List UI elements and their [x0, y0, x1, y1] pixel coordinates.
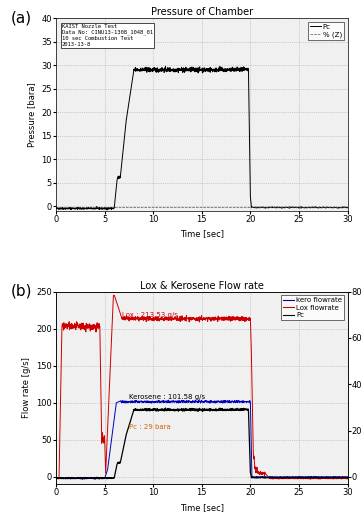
kero flowrate	[93, 476, 97, 482]
Pc	[54, 475, 58, 481]
Pc	[345, 474, 350, 481]
% (Z)	[54, 205, 58, 211]
Line: kero flowrate: kero flowrate	[56, 400, 348, 479]
Pc	[143, 406, 147, 412]
% (Z)	[345, 205, 350, 211]
Lox flowrate	[143, 315, 147, 322]
Lox flowrate	[345, 475, 350, 481]
kero flowrate	[345, 473, 350, 480]
Pc	[163, 405, 168, 411]
Lox flowrate	[120, 315, 124, 322]
Y-axis label: Flow rate [g/s]: Flow rate [g/s]	[22, 357, 31, 419]
Text: Kerosene : 101.58 g/s: Kerosene : 101.58 g/s	[129, 394, 205, 400]
Pc	[105, 476, 109, 482]
kero flowrate	[120, 399, 124, 405]
Pc	[309, 205, 313, 211]
kero flowrate	[224, 398, 228, 405]
Line: Pc: Pc	[56, 66, 348, 210]
Lox flowrate	[309, 476, 313, 482]
Pc	[76, 204, 80, 210]
Lox flowrate	[111, 292, 115, 298]
% (Z)	[143, 205, 147, 211]
Pc	[120, 158, 124, 164]
Pc	[105, 207, 109, 213]
% (Z)	[308, 205, 312, 211]
Pc	[299, 474, 303, 481]
Lox flowrate	[308, 476, 313, 482]
kero flowrate	[76, 476, 80, 482]
Pc	[224, 69, 228, 75]
Text: (b): (b)	[11, 284, 33, 299]
Pc	[309, 474, 313, 481]
Legend: kero flowrate, Lox flowrate, Pc: kero flowrate, Lox flowrate, Pc	[281, 295, 344, 320]
X-axis label: Time [sec]: Time [sec]	[180, 503, 224, 512]
Pc	[76, 474, 80, 481]
Lox flowrate	[299, 474, 303, 481]
X-axis label: Time [sec]: Time [sec]	[180, 229, 224, 238]
Y-axis label: Pressure [bara]: Pressure [bara]	[27, 82, 36, 147]
% (Z)	[76, 205, 80, 211]
Text: Pc : 29 bara: Pc : 29 bara	[129, 424, 171, 429]
Pc	[163, 63, 168, 69]
Lox flowrate	[54, 475, 58, 481]
Pc	[143, 64, 147, 70]
Title: Pressure of Chamber: Pressure of Chamber	[151, 7, 253, 17]
Pc	[299, 204, 303, 210]
Text: Lox : 213.53 g/s: Lox : 213.53 g/s	[122, 312, 178, 319]
% (Z)	[119, 205, 124, 211]
kero flowrate	[167, 397, 171, 404]
Legend: Pc, % (Z): Pc, % (Z)	[308, 22, 344, 40]
Line: Pc: Pc	[56, 408, 348, 479]
% (Z)	[223, 205, 228, 211]
kero flowrate	[143, 399, 147, 405]
kero flowrate	[54, 476, 58, 482]
Pc	[120, 452, 124, 458]
kero flowrate	[299, 474, 303, 480]
% (Z)	[299, 205, 303, 211]
Pc	[224, 408, 228, 414]
Text: (a): (a)	[11, 10, 32, 25]
Title: Lox & Kerosene Flow rate: Lox & Kerosene Flow rate	[140, 281, 264, 291]
Pc	[345, 205, 350, 211]
Lox flowrate	[224, 315, 228, 321]
Pc	[54, 205, 58, 211]
Text: KAIST Nozzle Test
Data No: CINU13-1308_1048_01
10 sec Combustion Test
2013-13-8: KAIST Nozzle Test Data No: CINU13-1308_1…	[62, 24, 153, 47]
kero flowrate	[309, 474, 313, 480]
Line: Lox flowrate: Lox flowrate	[56, 295, 348, 479]
Lox flowrate	[76, 322, 80, 328]
